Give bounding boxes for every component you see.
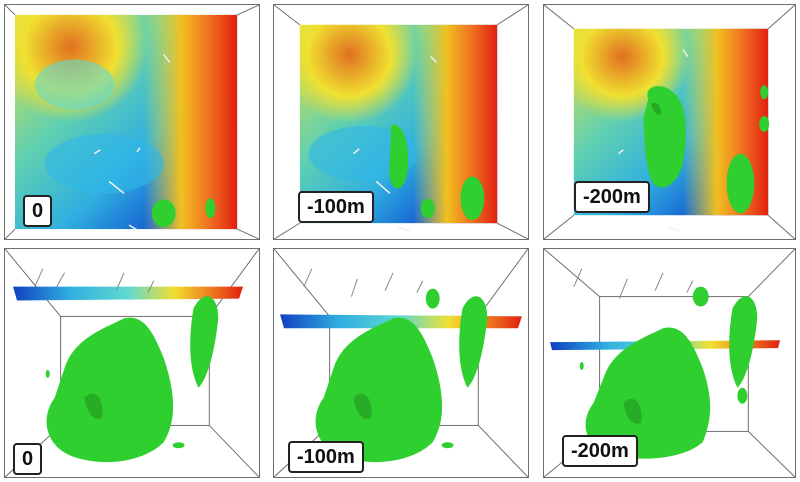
isosurface-blob	[389, 124, 409, 189]
3d-view-scene	[5, 249, 259, 477]
depth-label: -100m	[298, 191, 374, 223]
plan-view-scene	[5, 5, 259, 239]
isosurface-blob	[726, 153, 755, 214]
depth-label: 0	[13, 443, 43, 475]
isosurface-blob	[760, 85, 769, 100]
panel-plan-view-depth-200m: -200m	[543, 4, 796, 240]
borehole-traces	[352, 56, 438, 232]
isosurface-body	[46, 317, 174, 463]
isosurface-blob	[643, 86, 686, 188]
borehole-traces	[303, 268, 424, 297]
isosurface-body	[585, 327, 711, 459]
borehole-traces	[617, 49, 689, 232]
isosurface-body	[315, 317, 443, 463]
depth-label: -100m	[288, 441, 364, 473]
isosurface-blob	[420, 198, 435, 219]
depth-label: -200m	[574, 181, 650, 213]
3d-view-scene	[274, 249, 528, 477]
isosurface-blob	[759, 116, 770, 132]
isosurface-body	[729, 296, 758, 388]
depth-label: -200m	[562, 435, 638, 467]
panel-plan-view-depth-0: 0	[4, 4, 260, 240]
plan-view-scene	[274, 5, 528, 239]
borehole-traces	[34, 268, 155, 293]
isosurface-blob	[205, 198, 216, 219]
3d-view-scene	[544, 249, 795, 477]
panel-3d-view-depth-200m: -200m	[543, 248, 796, 478]
panel-3d-view-depth-100m: -100m	[273, 248, 529, 478]
depth-label: 0	[23, 195, 53, 227]
panel-plan-view-depth-100m: -100m	[273, 4, 529, 240]
borehole-traces	[573, 268, 694, 299]
isosurface-blob	[151, 199, 176, 228]
borehole-traces	[93, 54, 171, 232]
isosurface-body	[459, 296, 488, 388]
isosurface-blob	[460, 176, 485, 221]
isosurface-body	[190, 296, 219, 388]
colormap-slice	[13, 286, 244, 301]
panel-3d-view-depth-0: 0	[4, 248, 260, 478]
